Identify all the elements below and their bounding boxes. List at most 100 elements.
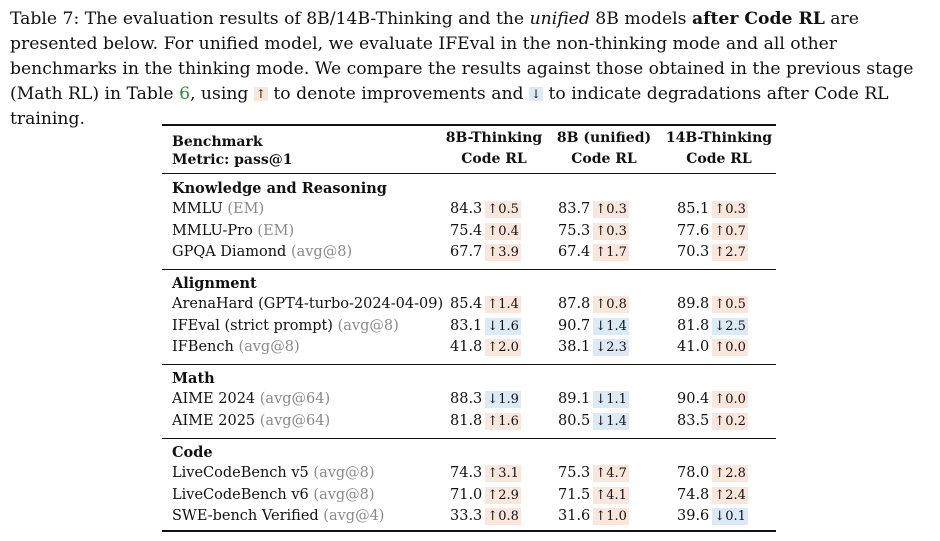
score-cell: 85.1 ↑0.3 [677, 199, 748, 220]
score-value: 89.1 [558, 391, 591, 407]
improvement-delta: ↑2.9 [485, 486, 521, 504]
header-col-14b-thinking-sub: Code RL [686, 151, 752, 167]
improvement-delta: ↑2.0 [485, 339, 521, 356]
score-cell: 75.3 ↑0.3 [558, 221, 629, 242]
score-value: 87.8 [558, 296, 591, 312]
score-cell: 83.7 ↑0.3 [558, 199, 629, 220]
score-cell: 83.5 ↑0.2 [677, 411, 748, 432]
benchmark-metric: (avg@4) [323, 508, 385, 524]
top-rule [162, 124, 776, 126]
degradation-delta: ↓1.4 [593, 317, 629, 335]
score-cell: 67.7 ↑3.9 [450, 242, 521, 263]
benchmark-cell: GPQA Diamond (avg@8) [172, 242, 352, 263]
score-value: 67.7 [450, 244, 483, 260]
improvement-delta: ↑0.3 [712, 201, 748, 218]
benchmark-cell: AIME 2025 (avg@64) [172, 411, 330, 432]
improvement-delta: ↑0.5 [712, 296, 748, 313]
score-value: 41.8 [450, 339, 483, 355]
benchmark-metric: (avg@8) [290, 244, 353, 260]
degradation-delta: ↓1.6 [485, 317, 521, 335]
section-title: Alignment [172, 275, 257, 292]
section-divider [162, 438, 776, 439]
table-caption: Table 7: The evaluation results of 8B/14… [10, 7, 932, 132]
header-col-14b-thinking: 14B-Thinking [665, 130, 773, 146]
section-title: Math [172, 370, 215, 387]
score-value: 89.8 [677, 296, 710, 312]
header-col-8b-thinking: 8B-Thinking [445, 130, 543, 146]
score-cell: 85.4 ↑1.4 [450, 294, 521, 315]
score-value: 80.5 [558, 412, 591, 429]
improvement-delta: ↑2.8 [712, 465, 748, 482]
score-value: 70.3 [677, 244, 710, 260]
improvement-delta: ↑4.1 [593, 486, 629, 504]
improvement-delta: ↑1.0 [593, 508, 629, 525]
score-value: 90.7 [558, 317, 591, 334]
caption-after-code-rl: after Code RL [691, 9, 825, 29]
header-col-8b-thinking-sub: Code RL [461, 151, 527, 167]
score-cell: 41.8 ↑2.0 [450, 337, 521, 358]
caption-text-5: to denote improvements and [267, 84, 529, 104]
caption-text-1: The evaluation results of 8B/14B-Thinkin… [79, 9, 530, 29]
degradation-delta: ↓1.4 [593, 412, 629, 430]
score-value: 75.3 [558, 222, 591, 239]
score-value: 38.1 [558, 339, 591, 355]
score-value: 81.8 [677, 317, 710, 334]
benchmark-metric: (EM) [227, 201, 265, 217]
degradation-delta: ↓1.9 [485, 391, 521, 408]
score-value: 83.7 [558, 201, 591, 217]
score-cell: 41.0 ↑0.0 [677, 337, 748, 358]
improvement-delta: ↑2.4 [712, 486, 748, 504]
score-value: 90.4 [677, 391, 710, 407]
section-title: Knowledge and Reasoning [172, 180, 387, 197]
improvement-delta: ↑0.0 [712, 391, 748, 408]
score-cell: 33.3 ↑0.8 [450, 506, 521, 527]
score-value: 39.6 [677, 508, 710, 524]
score-cell: 67.4 ↑1.7 [558, 242, 629, 263]
section-title: Code [172, 444, 213, 461]
table-row: IFBench (avg@8) 41.8 ↑2.0 38.1 ↓2.3 41.0 ↑0.0 [162, 337, 776, 358]
table-6-link[interactable]: 6 [179, 84, 190, 104]
score-cell: 77.6 ↑0.7 [677, 221, 748, 242]
caption-text-4: , using [190, 84, 254, 104]
benchmark-cell: IFEval (strict prompt) (avg@8) [172, 316, 399, 337]
score-cell: 81.8 ↑1.6 [450, 411, 521, 432]
score-cell: 74.8 ↑2.4 [677, 485, 748, 506]
benchmark-metric: (avg@8) [238, 339, 300, 355]
benchmark-metric: (EM) [257, 222, 295, 239]
improvement-delta: ↑3.9 [485, 244, 521, 261]
improvement-delta: ↑0.5 [485, 201, 521, 218]
score-value: 77.6 [677, 222, 710, 239]
benchmark-metric: (avg@8) [337, 317, 399, 334]
score-value: 78.0 [677, 465, 710, 481]
section-divider [162, 364, 776, 365]
score-cell: 75.3 ↑4.7 [558, 463, 629, 484]
score-value: 75.3 [558, 465, 591, 481]
score-cell: 70.3 ↑2.7 [677, 242, 748, 263]
score-cell: 83.1 ↓1.6 [450, 316, 521, 337]
score-value: 74.8 [677, 486, 710, 503]
header-col-8b-unified-sub: Code RL [571, 151, 637, 167]
score-cell: 89.8 ↑0.5 [677, 294, 748, 315]
benchmark-name: LiveCodeBench v5 [172, 465, 309, 481]
score-cell: 88.3 ↓1.9 [450, 389, 521, 410]
up-arrow-icon: ↑ [253, 87, 268, 101]
benchmark-cell: LiveCodeBench v6 (avg@8) [172, 485, 375, 506]
score-value: 83.5 [677, 412, 710, 429]
improvement-delta: ↑1.7 [593, 244, 629, 261]
benchmark-cell: IFBench (avg@8) [172, 337, 300, 358]
benchmark-name: MMLU [172, 201, 223, 217]
benchmark-cell: ArenaHard (GPT4-turbo-2024-04-09) [172, 294, 443, 315]
benchmark-name: IFBench [172, 339, 234, 355]
score-cell: 78.0 ↑2.8 [677, 463, 748, 484]
score-cell: 87.8 ↑0.8 [558, 294, 629, 315]
table-row: SWE-bench Verified (avg@4) 33.3 ↑0.8 31.6 ↑1… [162, 506, 776, 527]
caption-label: Table 7: [10, 9, 80, 29]
score-value: 85.4 [450, 296, 483, 312]
down-arrow-icon: ↓ [529, 87, 544, 101]
degradation-delta: ↓1.1 [593, 391, 629, 408]
score-value: 31.6 [558, 508, 591, 524]
improvement-delta: ↑0.0 [712, 339, 748, 356]
score-value: 33.3 [450, 508, 483, 524]
improvement-delta: ↑0.8 [485, 508, 521, 525]
improvement-delta: ↑0.3 [593, 201, 629, 218]
